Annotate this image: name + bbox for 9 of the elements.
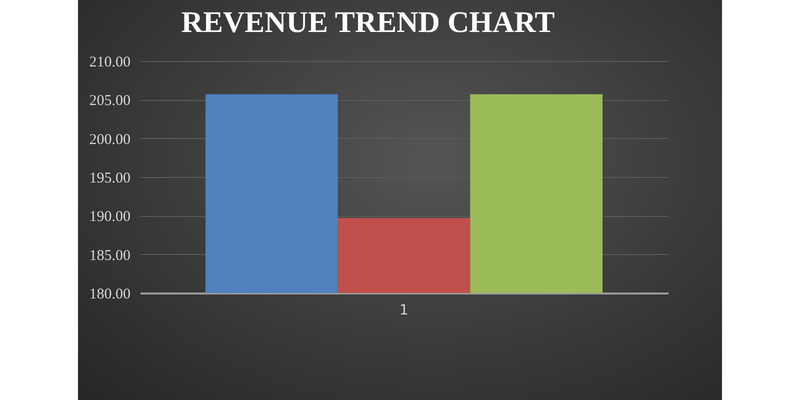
y-tick-label: 190.00 xyxy=(89,209,130,226)
y-tick-label: 185.00 xyxy=(89,248,130,264)
y-tick-label: 195.00 xyxy=(89,170,130,186)
y-tick-label: 210.00 xyxy=(89,54,130,70)
chart-title: REVENUE TREND CHART xyxy=(181,6,555,39)
y-tick-label: 200.00 xyxy=(89,132,130,148)
y-tick-label: 180.00 xyxy=(89,286,130,302)
y-tick-label: 205.00 xyxy=(89,93,130,110)
x-tick-label: 1 xyxy=(400,302,408,318)
